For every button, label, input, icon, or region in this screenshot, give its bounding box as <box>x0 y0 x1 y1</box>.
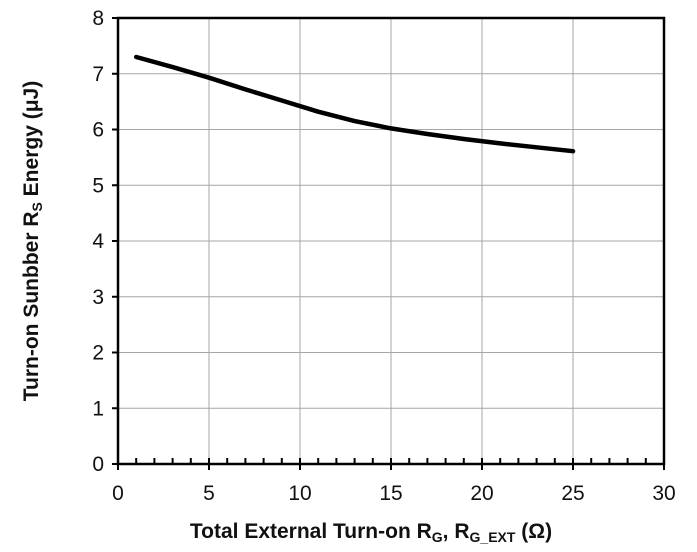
x-tick-label: 5 <box>203 482 215 505</box>
y-axis-title-suffix: Energy (μJ) <box>20 81 43 202</box>
x-axis-title: Total External Turn-on RG, RG_EXT (Ω) <box>190 520 552 545</box>
grid-lines <box>118 18 664 464</box>
x-axis-title-sub1: G <box>432 529 443 545</box>
minor-ticks <box>112 17 665 470</box>
x-tick-label: 25 <box>561 482 584 505</box>
x-axis-title-suffix: (Ω) <box>515 520 552 543</box>
y-tick-label: 1 <box>92 397 104 420</box>
y-axis-title-prefix: Turn-on Sunbber R <box>20 211 43 401</box>
x-tick-label: 15 <box>379 482 402 505</box>
series-layer <box>133 54 576 154</box>
x-axis-title-middle: , R <box>443 520 470 543</box>
y-tick-label: 8 <box>92 7 104 30</box>
x-tick-label: 30 <box>652 482 675 505</box>
x-tick-labels: 0 5 10 15 20 25 30 <box>112 482 676 505</box>
y-tick-label: 5 <box>92 174 104 197</box>
y-tick-labels: 0 1 2 3 4 5 6 7 8 <box>92 7 104 476</box>
y-axis-title: Turn-on Sunbber RS Energy (μJ) <box>20 81 45 401</box>
x-axis-title-sub2: G_EXT <box>470 529 516 545</box>
y-tick-label: 0 <box>92 453 104 476</box>
plot-frame <box>116 16 666 466</box>
y-tick-label: 3 <box>92 286 104 309</box>
x-tick-label: 0 <box>112 482 124 505</box>
x-axis-title-prefix: Total External Turn-on R <box>190 520 432 543</box>
y-axis-title-sub: S <box>29 202 45 211</box>
series-line <box>133 54 576 154</box>
y-tick-label: 4 <box>92 230 104 253</box>
x-tick-label: 10 <box>288 482 311 505</box>
x-tick-label: 20 <box>470 482 493 505</box>
y-tick-label: 6 <box>92 119 104 142</box>
y-tick-label: 7 <box>92 63 104 86</box>
y-tick-label: 2 <box>92 342 104 365</box>
